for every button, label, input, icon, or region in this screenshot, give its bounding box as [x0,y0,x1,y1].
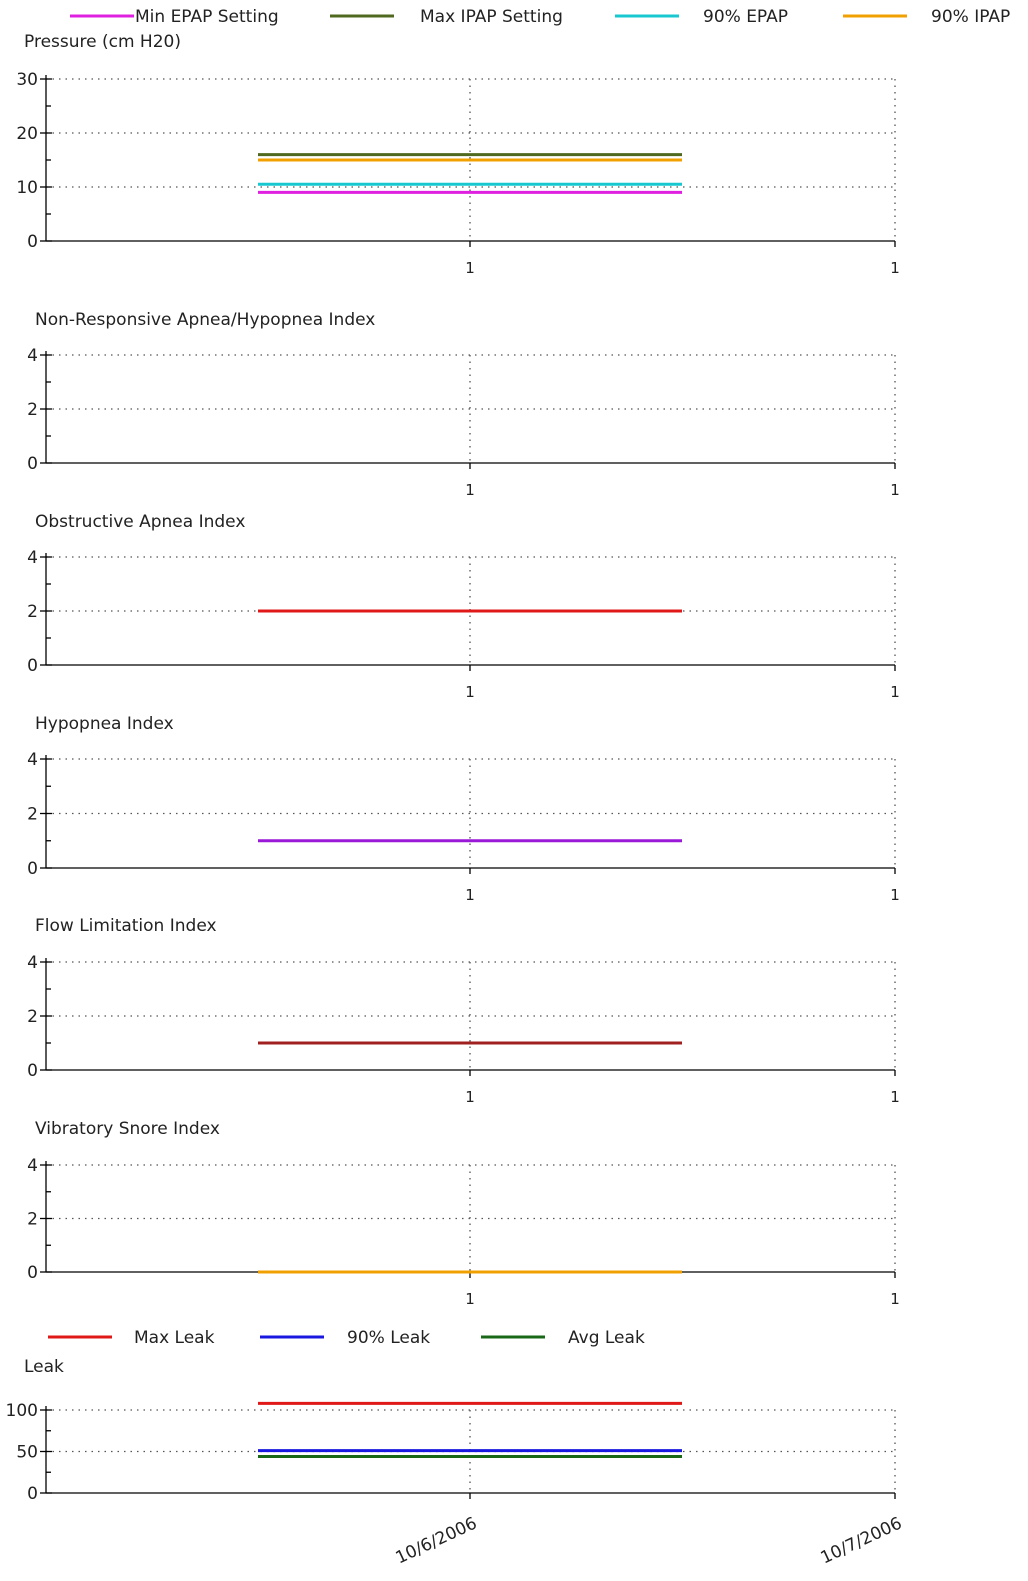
y-tick-label: 30 [16,70,38,90]
x-tick-label: 1 [890,259,900,277]
y-tick-label: 10 [16,178,38,198]
x-tick-label: 10/6/2006 [393,1513,480,1568]
y-tick-label: 4 [27,750,38,770]
x-tick-label: 1 [890,683,900,701]
chart-title: Obstructive Apnea Index [35,512,245,532]
y-tick-label: 0 [27,859,38,879]
x-tick-label: 1 [890,1290,900,1308]
y-tick-label: 0 [27,232,38,252]
x-tick-label: 1 [465,1290,475,1308]
x-tick-label: 1 [465,886,475,904]
legend-label: Max IPAP Setting [420,7,563,27]
legend-label: Max Leak [134,1328,215,1348]
y-tick-label: 100 [6,1401,38,1421]
y-tick-label: 4 [27,953,38,973]
y-tick-label: 2 [27,1007,38,1027]
x-tick-label: 1 [465,1088,475,1106]
y-axis-label: Leak [24,1357,64,1377]
y-tick-label: 2 [27,400,38,420]
x-tick-label: 1 [465,259,475,277]
y-tick-label: 4 [27,1156,38,1176]
x-tick-label: 1 [890,886,900,904]
y-tick-label: 0 [27,1263,38,1283]
chart-title: Vibratory Snore Index [35,1119,220,1139]
y-tick-label: 2 [27,1210,38,1230]
y-axis-label: Pressure (cm H20) [24,32,181,52]
y-tick-label: 2 [27,602,38,622]
chart-title: Hypopnea Index [35,714,174,734]
y-tick-label: 0 [27,656,38,676]
x-tick-label: 1 [890,1088,900,1106]
legend-label: 90% Leak [347,1328,430,1348]
y-tick-label: 0 [27,454,38,474]
chart-title: Flow Limitation Index [35,916,217,936]
y-tick-label: 0 [27,1061,38,1081]
y-tick-label: 4 [27,346,38,366]
legend-label: 90% EPAP [703,7,788,27]
y-tick-label: 4 [27,548,38,568]
y-tick-label: 50 [16,1443,38,1463]
y-tick-label: 0 [27,1484,38,1504]
y-tick-label: 2 [27,805,38,825]
legend-label: 90% IPAP [931,7,1010,27]
x-tick-label: 1 [890,481,900,499]
legend-label: Min EPAP Setting [135,7,279,27]
x-tick-label: 1 [465,683,475,701]
y-tick-label: 20 [16,124,38,144]
chart-title: Non-Responsive Apnea/Hypopnea Index [35,310,375,330]
legend-label: Avg Leak [568,1328,645,1348]
x-tick-label: 1 [465,481,475,499]
x-tick-label: 10/7/2006 [818,1513,905,1568]
